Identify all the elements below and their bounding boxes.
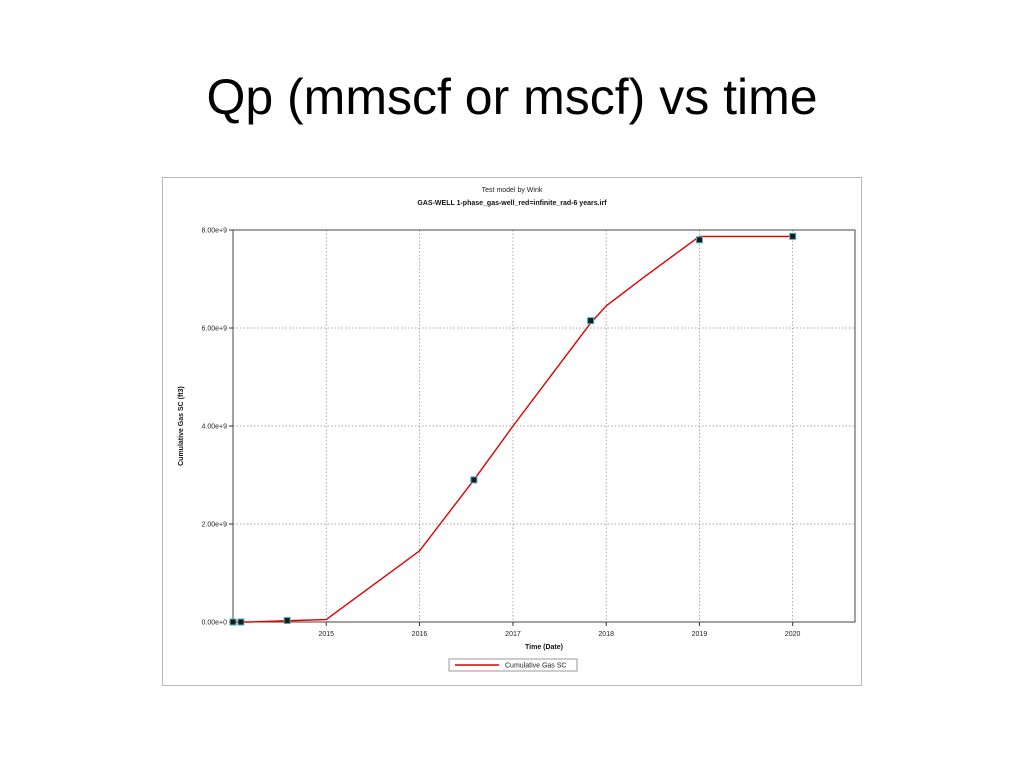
- y-tick-label: 8.00e+9: [202, 228, 228, 235]
- data-marker: [695, 236, 703, 244]
- legend-box: [448, 658, 578, 672]
- data-marker: [587, 317, 595, 325]
- marker-layer: [229, 232, 797, 626]
- y-axis-label: Cumulative Gas SC (ft3): [178, 386, 185, 466]
- x-tick-label: 2017: [505, 631, 521, 638]
- tick-layer: 0.00e+0 2.00e+9 4.00e+9 6.00e+9 8.00e+9 2015 2…: [202, 228, 801, 639]
- data-marker: [237, 618, 245, 626]
- grid-layer: [233, 230, 855, 622]
- x-tick-label: 2019: [692, 631, 708, 638]
- data-marker: [470, 476, 478, 484]
- legend-entry: Cumulative Gas SC: [505, 663, 566, 670]
- data-marker: [789, 232, 797, 240]
- x-tick-label: 2018: [598, 631, 614, 638]
- x-tick-label: 2020: [785, 631, 801, 638]
- x-tick-label: 2016: [412, 631, 428, 638]
- y-tick-label: 4.00e+9: [202, 424, 228, 431]
- y-tick-label: 0.00e+0: [202, 620, 228, 627]
- x-axis-label: Time (Date): [525, 644, 563, 651]
- x-tick-label: 2015: [318, 631, 334, 638]
- y-tick-label: 2.00e+9: [202, 522, 228, 529]
- slide-title: Qp (mmscf or mscf) vs time: [206, 69, 818, 125]
- chart-subtitle: Test model by Wink: [482, 187, 543, 194]
- chart-legend: Cumulative Gas SC: [448, 658, 578, 672]
- chart-frame: Test model by Wink GAS-WELL 1-phase_gas-…: [162, 177, 862, 686]
- data-marker: [283, 617, 291, 625]
- cumulative-gas-chart: Test model by Wink GAS-WELL 1-phase_gas-…: [178, 187, 856, 672]
- chart-title: GAS-WELL 1-phase_gas-well_red=infinite_r…: [417, 200, 607, 207]
- y-tick-label: 6.00e+9: [202, 326, 228, 333]
- data-marker: [229, 618, 237, 626]
